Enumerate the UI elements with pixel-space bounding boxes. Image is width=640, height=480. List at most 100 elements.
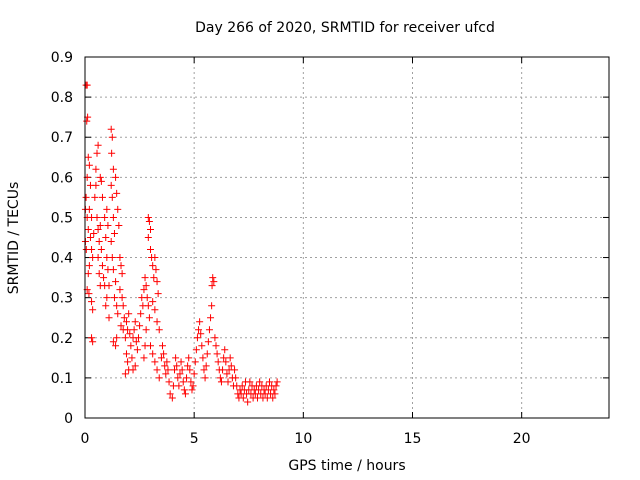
data-point [185, 354, 193, 362]
data-point [155, 326, 163, 334]
data-point [159, 342, 167, 350]
data-point [83, 117, 91, 125]
data-point [164, 366, 172, 374]
data-point [142, 282, 150, 290]
data-point [112, 278, 120, 286]
data-point [149, 298, 157, 306]
data-point [147, 225, 154, 233]
data-point [202, 362, 210, 370]
data-point [216, 374, 224, 382]
data-point [109, 165, 117, 173]
data-point [226, 354, 234, 362]
data-point [121, 334, 129, 342]
data-point [109, 338, 117, 346]
plot-frame [84, 56, 610, 419]
data-point [152, 266, 160, 274]
data-point [98, 262, 106, 270]
data-point [149, 350, 157, 358]
data-point [108, 193, 116, 201]
data-point [133, 346, 141, 354]
data-point [209, 274, 217, 282]
data-point [223, 370, 231, 378]
data-point [186, 366, 194, 374]
data-point [112, 173, 120, 181]
data-point [136, 322, 144, 330]
data-point [200, 366, 208, 374]
data-point [151, 358, 159, 366]
data-point [160, 350, 168, 358]
y-tick-label: 0 [64, 411, 73, 427]
data-point [214, 358, 222, 366]
y-tick-label: 0.4 [51, 251, 73, 267]
data-point [224, 378, 232, 386]
data-point [145, 314, 153, 322]
data-point [105, 314, 113, 322]
data-point [221, 346, 229, 354]
data-point [184, 362, 192, 370]
data-point [110, 229, 118, 237]
data-point [112, 342, 120, 350]
y-tick-label: 0.7 [51, 130, 73, 146]
data-point [131, 318, 139, 326]
data-point [118, 294, 126, 302]
data-point [265, 378, 273, 386]
data-point [151, 254, 159, 262]
data-point [272, 382, 280, 390]
data-point [143, 294, 151, 302]
data-point [122, 318, 130, 326]
data-point [137, 310, 145, 318]
data-point [196, 318, 204, 326]
data-point [172, 354, 180, 362]
data-point [204, 338, 212, 346]
data-point [94, 225, 102, 233]
data-point [144, 234, 152, 241]
data-point [132, 338, 140, 346]
data-point [102, 234, 110, 241]
data-point [173, 362, 181, 370]
x-tick-label: 10 [294, 431, 312, 447]
data-point [96, 282, 104, 290]
data-point [108, 149, 116, 157]
data-point [107, 238, 115, 246]
x-tick-label: 5 [190, 431, 199, 447]
data-point [129, 366, 137, 374]
data-point [85, 262, 93, 270]
axis-ticks: 0 0.1 0.2 0.3 0.4 0.5 0.6 0.7 0.8 0.9 0 5 10 15 20 [51, 50, 609, 447]
data-point [163, 358, 171, 366]
data-point [92, 181, 100, 189]
data-point [193, 334, 201, 342]
data-point [82, 193, 90, 201]
data-point [177, 358, 185, 366]
data-point [97, 177, 105, 185]
data-point [256, 378, 264, 386]
data-point [239, 394, 247, 402]
data-point [144, 302, 152, 310]
data-point [108, 133, 116, 141]
data-point [122, 350, 130, 358]
data-point [88, 246, 96, 254]
data-point [178, 366, 186, 374]
data-point [103, 294, 111, 302]
data-point [227, 362, 235, 370]
data-point [109, 266, 117, 274]
data-point [142, 326, 150, 334]
data-point [191, 358, 199, 366]
data-point [201, 374, 209, 382]
data-point [175, 382, 183, 390]
data-point [128, 354, 136, 362]
data-point [195, 326, 203, 334]
data-point [207, 314, 215, 322]
data-point [117, 262, 125, 270]
data-point [90, 229, 98, 237]
data-point [174, 374, 182, 382]
data-point [124, 358, 132, 366]
data-point [269, 394, 277, 402]
data-point [88, 298, 96, 306]
x-axis-label: GPS time / hours [288, 458, 405, 474]
y-tick-label: 0.9 [51, 50, 73, 66]
data-point [93, 149, 101, 157]
data-point [102, 302, 110, 310]
data-point [149, 262, 157, 270]
data-point [162, 370, 170, 378]
x-tick-label: 0 [81, 431, 90, 447]
